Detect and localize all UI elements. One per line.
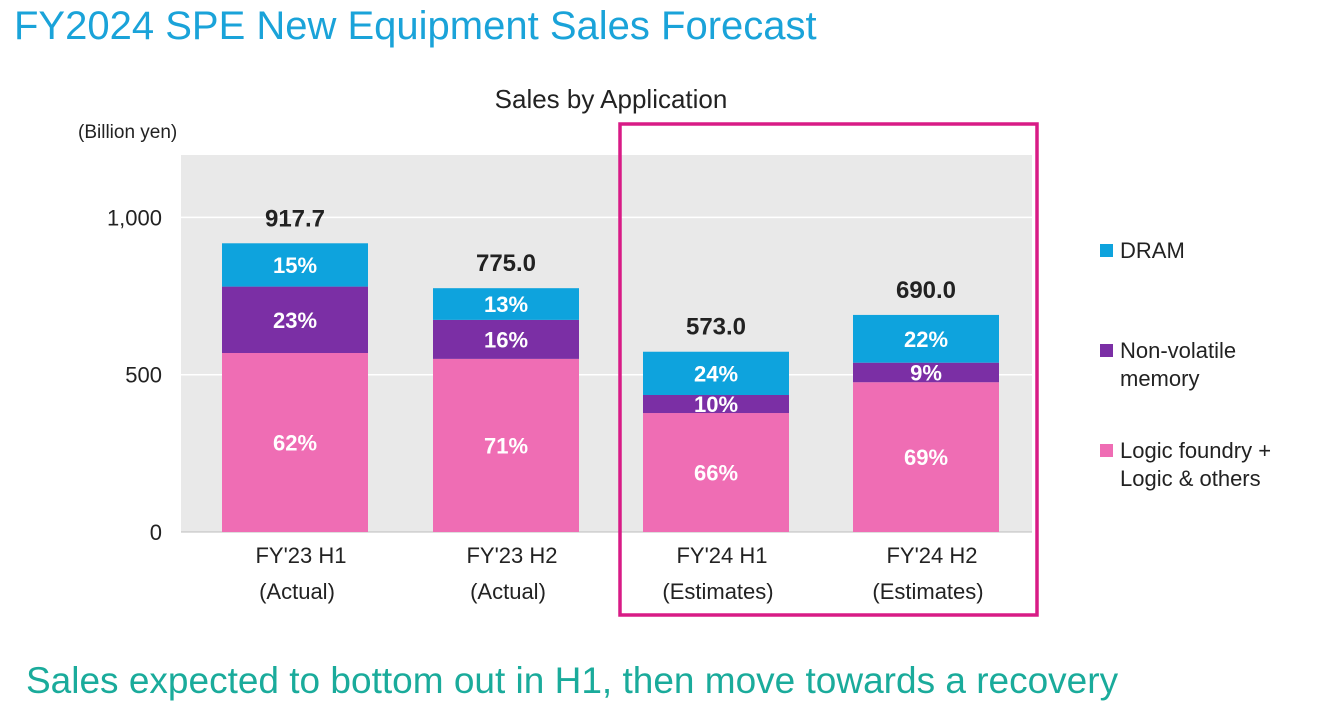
legend-swatch bbox=[1100, 244, 1113, 257]
legend-label-line: DRAM bbox=[1120, 238, 1185, 263]
total-label: 690.0 bbox=[896, 277, 956, 304]
chart-title: Sales by Application bbox=[495, 84, 728, 114]
legend-label-line: Non-volatile bbox=[1120, 338, 1237, 363]
segment-label: 10% bbox=[694, 392, 738, 417]
x-tick-label: FY'23 H2 bbox=[466, 543, 557, 568]
legend-label-line: Logic & others bbox=[1120, 466, 1261, 491]
bar-segment bbox=[853, 362, 999, 383]
legend-label-line: Logic foundry + bbox=[1120, 438, 1272, 463]
bar-segment bbox=[222, 286, 368, 354]
segment-label: 13% bbox=[484, 292, 528, 317]
y-tick-label: 1,000 bbox=[107, 205, 162, 230]
segment-label: 9% bbox=[910, 360, 942, 385]
x-tick-sublabel: (Actual) bbox=[259, 579, 335, 604]
segment-label: 24% bbox=[694, 361, 738, 386]
bar-segment bbox=[853, 314, 999, 363]
bar-segment bbox=[853, 382, 999, 532]
legend-item: Logic foundry + Logic & others bbox=[1100, 437, 1271, 493]
segment-label: 66% bbox=[694, 461, 738, 486]
segment-label: 71% bbox=[484, 433, 528, 458]
footer-message: Sales expected to bottom out in H1, then… bbox=[26, 660, 1119, 701]
segment-label: 23% bbox=[273, 308, 317, 333]
bar-segment bbox=[643, 413, 789, 532]
segment-label: 16% bbox=[484, 327, 528, 352]
chart-legend: DRAM Non-volatile memory Logic foundry + Log… bbox=[1100, 0, 1330, 713]
segment-label: 69% bbox=[904, 445, 948, 470]
x-tick-sublabel: (Estimates) bbox=[872, 579, 983, 604]
highlight-box bbox=[618, 122, 1039, 617]
x-tick-sublabel: (Estimates) bbox=[662, 579, 773, 604]
legend-item: DRAM bbox=[1100, 237, 1185, 265]
page-title: FY2024 SPE New Equipment Sales Forecast bbox=[14, 4, 817, 48]
x-tick-label: FY'23 H1 bbox=[255, 543, 346, 568]
bar-segment bbox=[433, 319, 579, 359]
x-tick-sublabel: (Actual) bbox=[470, 579, 546, 604]
legend-item: Non-volatile memory bbox=[1100, 337, 1236, 393]
legend-swatch bbox=[1100, 444, 1113, 457]
segment-label: 22% bbox=[904, 327, 948, 352]
y-tick-label: 0 bbox=[150, 520, 162, 545]
y-axis-label: (Billion yen) bbox=[78, 122, 177, 143]
bar-segment bbox=[222, 353, 368, 532]
bar-segment bbox=[433, 288, 579, 320]
segment-label: 62% bbox=[273, 431, 317, 456]
total-label: 573.0 bbox=[686, 314, 746, 341]
bar-segment bbox=[643, 394, 789, 414]
bar-segment bbox=[222, 243, 368, 287]
y-tick-label: 500 bbox=[125, 363, 162, 388]
total-label: 775.0 bbox=[476, 250, 536, 277]
x-tick-label: FY'24 H2 bbox=[886, 543, 977, 568]
total-label: 917.7 bbox=[265, 205, 325, 232]
bar-segment bbox=[433, 358, 579, 532]
legend-label: DRAM bbox=[1120, 237, 1185, 265]
legend-label-line: memory bbox=[1120, 366, 1200, 391]
x-tick-label: FY'24 H1 bbox=[676, 543, 767, 568]
legend-label: Logic foundry + Logic & others bbox=[1120, 437, 1271, 493]
bar-segment bbox=[643, 351, 789, 395]
segment-label: 15% bbox=[273, 253, 317, 278]
legend-swatch bbox=[1100, 344, 1113, 357]
legend-label: Non-volatile memory bbox=[1120, 337, 1236, 393]
